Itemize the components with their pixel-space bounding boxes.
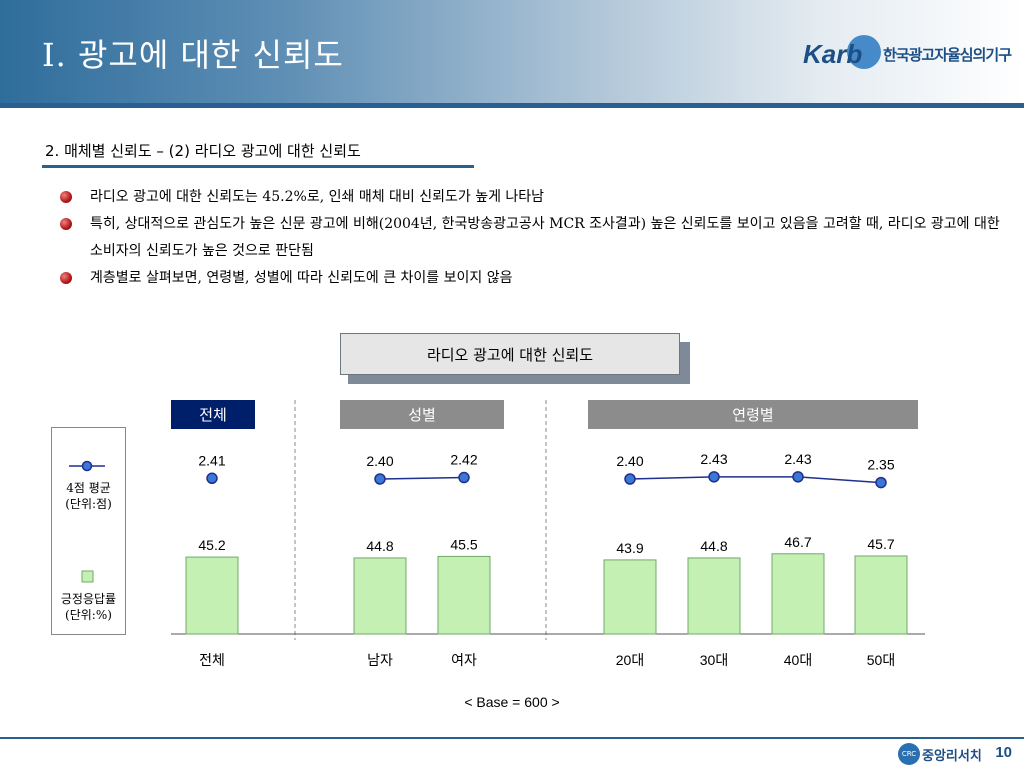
footer-company: 중앙리서치: [922, 749, 982, 764]
point-value-label: 2.43: [700, 451, 727, 467]
x-tick-label: 50대: [867, 652, 895, 668]
group-header-age: 연령별: [588, 400, 918, 429]
series-line-age: [629, 476, 882, 484]
section-title: 2. 매체별 신뢰도 – (2) 라디오 광고에 대한 신뢰도: [45, 142, 361, 160]
point-30대: [708, 471, 720, 483]
legend-bar-name: 긍정응답률: [60, 592, 117, 606]
section-underline: [42, 165, 474, 168]
point-value-label: 2.43: [784, 451, 811, 467]
bar-여자: [437, 555, 491, 635]
bar-value-label: 45.7: [867, 536, 894, 552]
logo-circle-icon: [847, 35, 881, 69]
legend-swatches: [69, 460, 105, 583]
point-value-label: 2.35: [867, 457, 894, 473]
bullet-icon: [60, 218, 72, 230]
bar-전체: [185, 556, 239, 635]
header-divider: [0, 103, 1024, 108]
group-header-gender: 성별: [340, 400, 504, 429]
footer-divider: [0, 737, 1024, 739]
point-value-label: 2.41: [198, 452, 225, 468]
x-tick-label: 남자: [367, 652, 393, 668]
point-40대: [792, 471, 804, 483]
point-50대: [875, 476, 887, 489]
chart-title: 라디오 광고에 대한 신뢰도: [340, 333, 680, 375]
point-여자: [458, 471, 470, 484]
bullet-text: 특히, 상대적으로 관심도가 높은 신문 광고에 비해(2004년, 한국방송광…: [90, 216, 1000, 259]
bar-20대: [603, 559, 657, 635]
bar-value-label: 45.2: [198, 537, 225, 553]
bar-남자: [353, 557, 407, 635]
bar-value-label: 43.9: [616, 540, 643, 556]
bullet-text: 계층별로 살펴보면, 연령별, 성별에 따라 신뢰도에 큰 차이를 보이지 않음: [90, 270, 513, 286]
x-tick-label: 전체: [199, 652, 225, 668]
point-남자: [374, 473, 386, 485]
footer-logo: CRC 중앙리서치: [898, 743, 988, 767]
bullet-item: 라디오 광고에 대한 신뢰도는 45.2%로, 인쇄 매체 대비 신뢰도가 높게…: [60, 184, 1000, 211]
base-note: < Base = 600 >: [464, 694, 560, 710]
page-number: 10: [995, 744, 1012, 761]
bullet-item: 특히, 상대적으로 관심도가 높은 신문 광고에 비해(2004년, 한국방송광…: [60, 211, 1000, 265]
page-title: Ⅰ. 광고에 대한 신뢰도: [42, 36, 344, 74]
bullet-icon: [60, 272, 72, 284]
bar-50대: [854, 555, 908, 635]
bar-30대: [687, 557, 741, 635]
bar-value-label: 44.8: [700, 538, 727, 554]
legend-point-swatch: [81, 460, 93, 472]
bar-value-label: 46.7: [784, 534, 811, 550]
bullet-icon: [60, 191, 72, 203]
series-line-gender: [379, 476, 465, 480]
karb-logo: Karb 한국광고자율심의기구: [803, 35, 1018, 79]
bar-value-label: 45.5: [450, 536, 477, 552]
legend-bar-label: 긍정응답률 (단위:%): [52, 591, 125, 623]
logo-brand: Karb: [803, 39, 863, 69]
legend-bar-swatch: [81, 570, 94, 583]
x-tick-label: 40대: [784, 652, 812, 668]
bullet-list: 라디오 광고에 대한 신뢰도는 45.2%로, 인쇄 매체 대비 신뢰도가 높게…: [60, 184, 1000, 292]
point-value-label: 2.40: [616, 453, 643, 469]
bullet-item: 계층별로 살펴보면, 연령별, 성별에 따라 신뢰도에 큰 차이를 보이지 않음: [60, 265, 1000, 292]
group-header-total: 전체: [171, 400, 255, 429]
x-tick-label: 30대: [700, 652, 728, 668]
point-전체: [206, 472, 218, 485]
legend-bar-unit: (단위:%): [65, 608, 112, 622]
legend-line-label: 4점 평균 (단위:점): [52, 480, 125, 512]
bar-40대: [771, 553, 825, 635]
crc-logo-icon: CRC: [898, 743, 920, 765]
point-value-label: 2.40: [366, 453, 393, 469]
x-tick-label: 여자: [451, 652, 477, 668]
point-20대: [624, 473, 636, 485]
legend-line-name: 4점 평균: [66, 481, 111, 495]
chart-legend: 4점 평균 (단위:점) 긍정응답률 (단위:%): [51, 427, 126, 635]
x-tick-label: 20대: [616, 652, 644, 668]
point-value-label: 2.42: [450, 452, 477, 468]
logo-org-name: 한국광고자율심의기구: [883, 46, 1012, 64]
legend-line-unit: (단위:점): [65, 497, 112, 511]
bar-value-label: 44.8: [366, 538, 393, 554]
bullet-text: 라디오 광고에 대한 신뢰도는 45.2%로, 인쇄 매체 대비 신뢰도가 높게…: [90, 189, 545, 205]
